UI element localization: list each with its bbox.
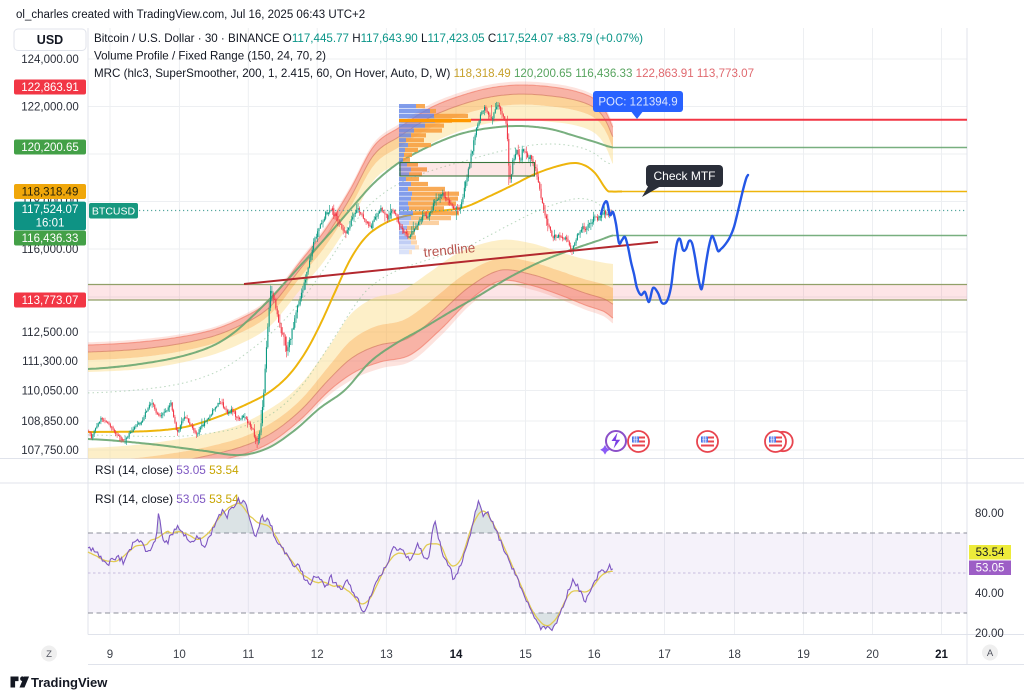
svg-text:20.00: 20.00 bbox=[975, 628, 1004, 640]
svg-text:RSI (14, close) 53.05 53.54: RSI (14, close) 53.05 53.54 bbox=[95, 463, 239, 477]
svg-text:108,850.00: 108,850.00 bbox=[21, 416, 79, 428]
svg-text:116,436.33: 116,436.33 bbox=[22, 233, 79, 245]
svg-text:122,863.91: 122,863.91 bbox=[21, 82, 79, 94]
svg-text:120,200.65: 120,200.65 bbox=[21, 142, 79, 154]
svg-text:21: 21 bbox=[935, 649, 948, 661]
svg-text:17: 17 bbox=[658, 649, 671, 661]
svg-text:A: A bbox=[987, 648, 994, 659]
svg-text:112,500.00: 112,500.00 bbox=[22, 327, 79, 339]
svg-text:53.54: 53.54 bbox=[976, 547, 1005, 559]
svg-text:16: 16 bbox=[588, 649, 601, 661]
svg-text:POC: 121394.9: POC: 121394.9 bbox=[598, 97, 677, 109]
svg-text:9: 9 bbox=[107, 649, 113, 661]
svg-text:ol_charles created with Tradin: ol_charles created with TradingView.com,… bbox=[16, 9, 365, 21]
svg-text:19: 19 bbox=[797, 649, 810, 661]
svg-text:13: 13 bbox=[380, 649, 393, 661]
svg-text:trendline: trendline bbox=[423, 240, 476, 260]
svg-text:MRC (hlc3, SuperSmoother, 200,: MRC (hlc3, SuperSmoother, 200, 1, 2.415,… bbox=[94, 67, 754, 80]
svg-text:111,300.00: 111,300.00 bbox=[22, 356, 78, 368]
svg-text:117,524.07: 117,524.07 bbox=[22, 204, 79, 216]
svg-text:107,750.00: 107,750.00 bbox=[21, 445, 79, 457]
svg-text:10: 10 bbox=[173, 649, 186, 661]
svg-text:RSI (14, close) 53.05 53.54: RSI (14, close) 53.05 53.54 bbox=[95, 492, 239, 506]
svg-text:11: 11 bbox=[242, 649, 254, 661]
svg-text:122,000.00: 122,000.00 bbox=[21, 102, 79, 114]
svg-text:124,000.00: 124,000.00 bbox=[21, 54, 79, 66]
svg-text:16:01: 16:01 bbox=[36, 217, 65, 229]
svg-text:12: 12 bbox=[311, 649, 324, 661]
svg-text:Bitcoin / U.S. Dollar · 30 · B: Bitcoin / U.S. Dollar · 30 · BINANCE O11… bbox=[94, 32, 643, 45]
svg-text:USD: USD bbox=[37, 33, 63, 47]
svg-text:113,773.07: 113,773.07 bbox=[22, 295, 79, 307]
svg-text:53.05: 53.05 bbox=[976, 563, 1005, 575]
svg-text:20: 20 bbox=[866, 649, 879, 661]
svg-text:110,050.00: 110,050.00 bbox=[22, 386, 79, 398]
svg-text:116,000.00: 116,000.00 bbox=[22, 244, 79, 256]
svg-text:14: 14 bbox=[450, 649, 463, 661]
svg-text:Z: Z bbox=[46, 649, 52, 660]
svg-text:15: 15 bbox=[519, 649, 532, 661]
svg-text:40.00: 40.00 bbox=[975, 588, 1004, 600]
svg-text:80.00: 80.00 bbox=[975, 508, 1004, 520]
svg-text:BTCUSD: BTCUSD bbox=[92, 206, 136, 218]
svg-text:18: 18 bbox=[728, 649, 741, 661]
svg-text:118,318.49: 118,318.49 bbox=[22, 187, 79, 199]
svg-text:Volume Profile / Fixed Range (: Volume Profile / Fixed Range (150, 24, 7… bbox=[94, 50, 326, 63]
svg-text:Check MTF: Check MTF bbox=[653, 169, 715, 183]
svg-text:TradingView: TradingView bbox=[31, 675, 108, 690]
